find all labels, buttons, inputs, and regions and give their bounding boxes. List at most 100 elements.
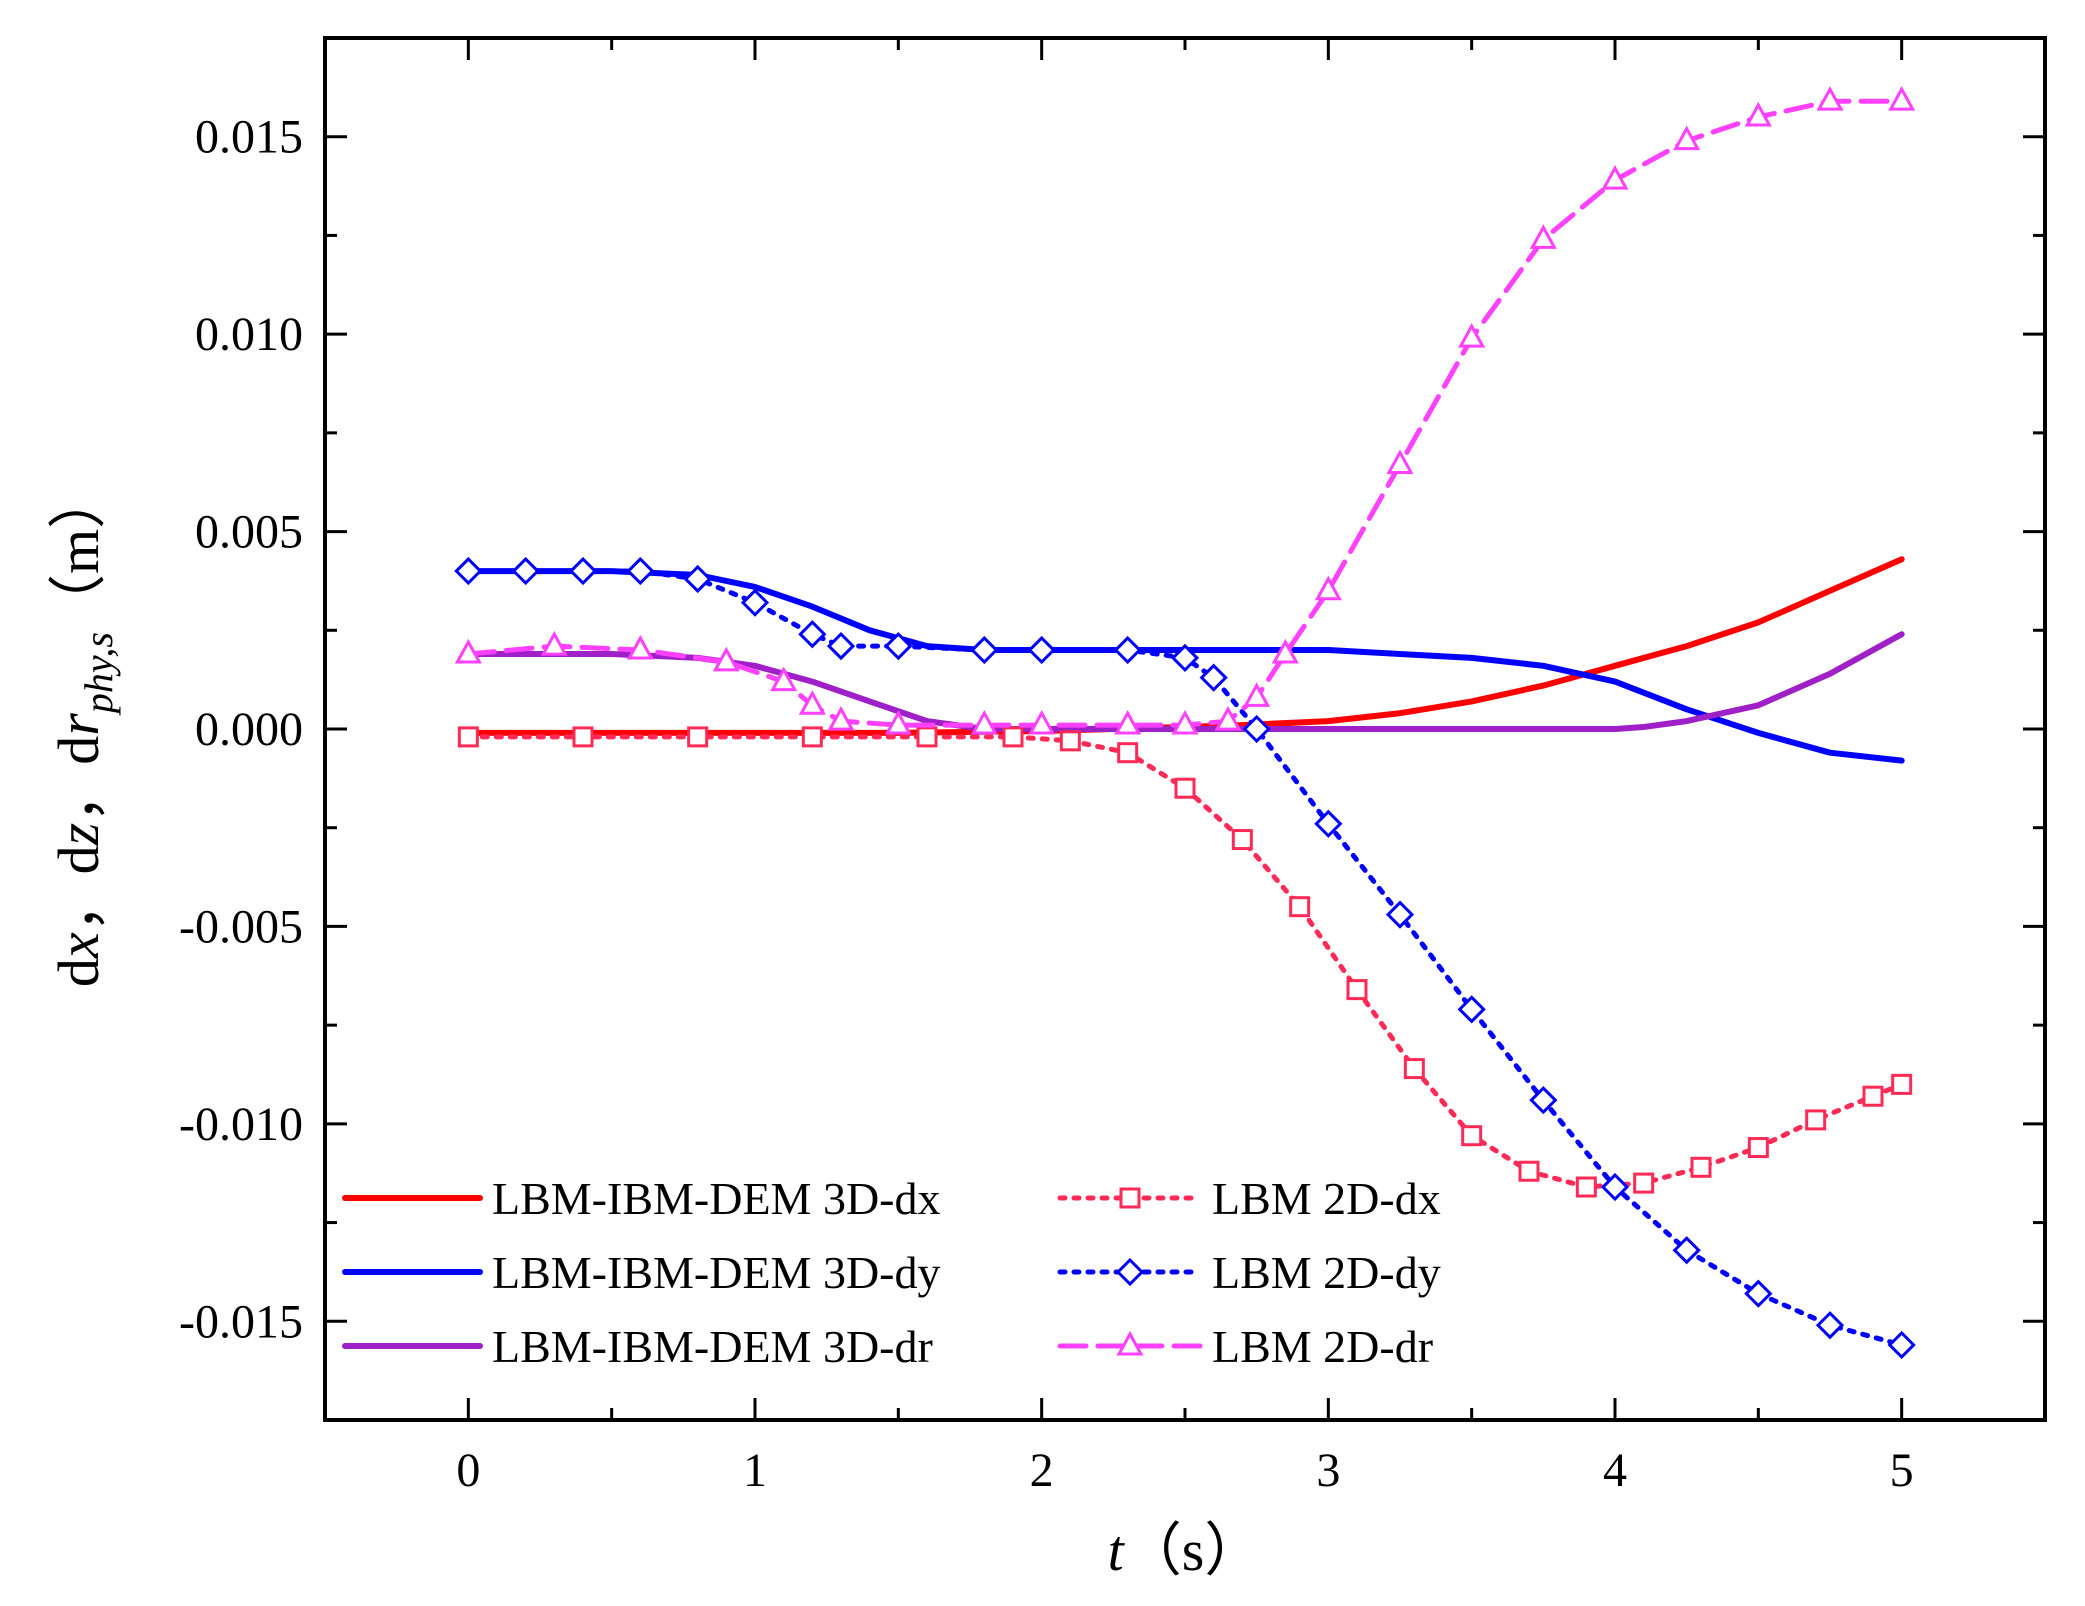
legend-label: LBM-IBM-DEM 3D-dr — [492, 1321, 933, 1372]
axis-ticks: 0 1 2 3 4 5 -0.015 -0.010 -0.005 0.000 0.005 0.010 0… — [179, 36, 2047, 1497]
legend-entry-lbm-ibm-dem-3d-dy: LBM-IBM-DEM 3D-dy — [342, 1247, 940, 1298]
x-tick-label: 5 — [1890, 1444, 1914, 1497]
data-point — [1243, 682, 1271, 707]
data-point — [1289, 896, 1311, 918]
data-point — [1170, 643, 1200, 673]
data-point — [1805, 1109, 1827, 1131]
data-point — [568, 556, 598, 586]
legend-label: LBM 2D-dx — [1212, 1173, 1441, 1224]
y-label-sep: ， — [46, 874, 111, 932]
legend-entry-lbm-2d-dr: LBM 2D-dr — [1057, 1321, 1433, 1372]
y-label-unit: （m） — [46, 471, 111, 632]
data-point — [1601, 165, 1629, 190]
data-point — [1600, 1172, 1630, 1202]
data-point — [916, 726, 938, 748]
data-point — [798, 690, 826, 715]
y-tick-label: -0.015 — [179, 1295, 303, 1348]
data-point — [1114, 709, 1142, 735]
y-tick-label: 0.015 — [195, 111, 303, 164]
x-tick-label: 1 — [743, 1444, 767, 1497]
series-lbm-2d-dy — [454, 556, 1916, 1360]
data-point — [1027, 635, 1056, 665]
series-lbm-ibm-dem-3d-dx — [465, 556, 1905, 736]
data-point — [1457, 995, 1486, 1024]
data-point — [1059, 730, 1081, 752]
data-point — [1385, 900, 1415, 929]
legend-entry-lbm-ibm-dem-3d-dx: LBM-IBM-DEM 3D-dx — [342, 1173, 940, 1224]
y-axis-label: dx，dz，drphy,s（m） — [46, 471, 121, 987]
x-axis-label: t（s） — [1108, 1518, 1263, 1583]
data-point — [1529, 224, 1557, 249]
data-point — [1403, 1058, 1425, 1080]
x-tick-label: 0 — [456, 1444, 480, 1497]
data-point — [1672, 1236, 1701, 1265]
x-tick-label: 4 — [1603, 1444, 1627, 1497]
y-tick-label: 0.000 — [195, 703, 303, 756]
series-lbm-2d-dx — [457, 726, 1913, 1198]
legend-marker — [1115, 1257, 1145, 1287]
y-tick-label: -0.010 — [179, 1098, 303, 1151]
data-point — [1747, 1137, 1769, 1159]
data-point — [1214, 705, 1242, 731]
y-label-r: r — [46, 713, 111, 736]
data-point — [683, 564, 712, 594]
legend-label: LBM 2D-dr — [1212, 1321, 1433, 1372]
data-point — [1271, 638, 1299, 664]
data-point — [970, 709, 998, 735]
legend: LBM-IBM-DEM 3D-dx LBM 2D-dx LBM-IBM-DEM 3D… — [342, 1173, 1441, 1372]
data-point — [454, 556, 483, 586]
y-tick-label: -0.005 — [179, 900, 303, 953]
data-point — [1518, 1160, 1540, 1182]
data-point — [770, 666, 798, 692]
data-point — [1888, 86, 1916, 111]
data-point — [740, 588, 770, 617]
data-point — [626, 556, 655, 586]
legend-entry-lbm-2d-dx: LBM 2D-dx — [1057, 1173, 1441, 1224]
data-point — [572, 726, 594, 748]
legend-label: LBM-IBM-DEM 3D-dx — [492, 1173, 940, 1224]
legend-entry-lbm-2d-dy: LBM 2D-dy — [1057, 1247, 1441, 1298]
data-point — [1887, 1330, 1916, 1360]
data-point — [1117, 742, 1139, 764]
x-axis-variable: t — [1108, 1518, 1126, 1583]
data-point — [1242, 714, 1271, 744]
data-point — [1113, 635, 1142, 665]
series-line — [465, 98, 1905, 728]
data-point — [1816, 86, 1844, 111]
y-label-d: d — [46, 845, 111, 874]
data-point — [1346, 979, 1368, 1001]
data-point — [1174, 777, 1196, 799]
data-point — [798, 620, 827, 649]
axis-labels: t（s）dx，dz，drphy,s（m） — [46, 471, 1262, 1583]
data-point — [1690, 1156, 1712, 1178]
legend-label: LBM 2D-dy — [1212, 1247, 1441, 1298]
data-point — [1862, 1085, 1884, 1107]
x-tick-label: 2 — [1030, 1444, 1054, 1497]
data-point — [827, 705, 855, 731]
data-point — [1575, 1176, 1597, 1198]
x-axis-unit: （s） — [1124, 1518, 1263, 1583]
legend-marker — [1119, 1187, 1141, 1209]
data-point — [1386, 449, 1414, 474]
data-point — [626, 634, 654, 660]
data-point — [1171, 709, 1199, 735]
y-label-sep: ， — [46, 765, 111, 823]
data-point — [1199, 663, 1228, 692]
y-label-z: z — [46, 823, 111, 847]
y-label-d: d — [46, 958, 111, 987]
data-point — [1529, 1086, 1558, 1115]
data-series — [454, 86, 1916, 1360]
data-point — [884, 631, 913, 661]
data-point — [457, 726, 479, 748]
data-point — [1231, 829, 1253, 851]
data-point — [801, 726, 823, 748]
data-point — [540, 630, 568, 656]
data-point — [1028, 709, 1056, 735]
data-point — [1458, 322, 1486, 348]
y-label-subscript: phy,s — [76, 632, 121, 716]
data-point — [1744, 101, 1772, 127]
data-point — [1002, 726, 1024, 748]
series-line — [465, 734, 1905, 1190]
data-point — [1815, 1311, 1845, 1340]
